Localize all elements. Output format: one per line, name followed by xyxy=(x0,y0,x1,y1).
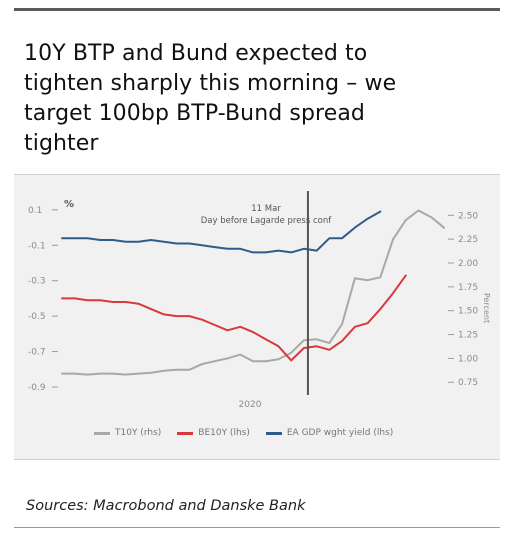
left-tick-label: 0.1 xyxy=(28,206,42,216)
x-axis-label: 2020 xyxy=(239,400,262,410)
left-tick-label: -0.9 xyxy=(28,383,46,393)
right-tick-label: 2.25 xyxy=(458,235,478,245)
right-tick-label: 1.50 xyxy=(458,307,478,317)
right-tick-label: 0.75 xyxy=(458,378,478,388)
left-tick-label: -0.5 xyxy=(28,312,46,322)
right-tick-label: 1.00 xyxy=(458,354,478,364)
event-annotation-line: 11 Mar xyxy=(251,204,281,214)
line-chart: 0.1 -0.1 -0.3 -0.5 -0.7 -0.9% 2.50 2.25 2.00 1.75… xyxy=(28,191,491,410)
legend-item-t10y: T10Y (rhs) xyxy=(94,428,161,438)
left-tick-label: -0.1 xyxy=(28,241,46,251)
event-annotation-line: Day before Lagarde press conf xyxy=(201,216,333,226)
right-tick-label: 1.75 xyxy=(458,283,478,293)
series-line-1 xyxy=(61,274,407,362)
series-line-0 xyxy=(61,209,445,376)
chart-title: 10Y BTP and Bund expected to tighten sha… xyxy=(24,41,397,156)
left-unit-label: % xyxy=(64,199,74,210)
series-line-2 xyxy=(61,210,382,254)
legend-swatch xyxy=(265,431,282,435)
legend-item-ea-gdp: EA GDP wght yield (lhs) xyxy=(265,428,394,438)
legend-label: T10Y (rhs) xyxy=(115,428,162,438)
left-tick-label: -0.3 xyxy=(28,277,46,287)
left-tick-label: -0.7 xyxy=(28,348,46,358)
chart-legend: T10Y (rhs) BE10Y (lhs) EA GDP wght yield… xyxy=(94,428,393,438)
right-unit-label: Percent xyxy=(482,293,491,323)
chart-area: 0.1 -0.1 -0.3 -0.5 -0.7 -0.9% 2.50 2.25 2.00 1.75… xyxy=(14,174,500,460)
right-tick-label: 2.50 xyxy=(458,211,478,221)
chart-panel: 10Y BTP and Bund expected to tighten sha… xyxy=(14,8,500,528)
legend-swatch xyxy=(177,431,194,435)
legend-label: BE10Y (lhs) xyxy=(198,428,250,438)
legend-item-be10y: BE10Y (lhs) xyxy=(177,428,250,438)
right-tick-label: 1.25 xyxy=(458,331,478,341)
legend-label: EA GDP wght yield (lhs) xyxy=(286,428,394,438)
right-tick-label: 2.00 xyxy=(458,259,478,269)
sources-note: Sources: Macrobond and Danske Bank xyxy=(26,498,306,514)
legend-swatch xyxy=(94,431,110,435)
